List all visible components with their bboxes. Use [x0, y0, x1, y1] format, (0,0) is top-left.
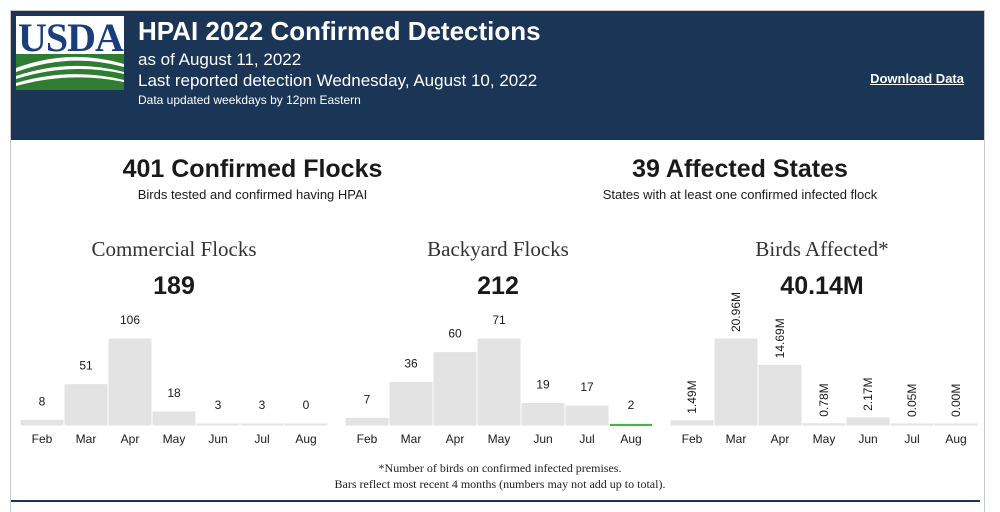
- bar-aug: [933, 422, 979, 427]
- commercial-total: 189: [153, 272, 195, 300]
- bar-feb: [19, 418, 65, 427]
- kpi-flocks-headline: 401 Confirmed Flocks: [122, 155, 383, 183]
- data-label-may: 0.78M: [817, 383, 831, 416]
- data-label-apr: 60: [448, 327, 462, 341]
- month-label-mar: Mar: [726, 432, 747, 446]
- data-label-aug: 0: [303, 398, 310, 412]
- month-label-aug: Aug: [620, 432, 641, 446]
- footnote-bars: Bars reflect most recent 4 months (numbe…: [334, 477, 666, 491]
- month-label-may: May: [813, 432, 836, 446]
- kpi-affected-states: 39 Affected States States with at least …: [570, 155, 910, 202]
- kpi-states-headline: 39 Affected States: [632, 155, 848, 183]
- as-of-date: as of August 11, 2022: [138, 50, 302, 69]
- data-label-apr: 14.69M: [773, 318, 787, 358]
- bar-jul: [564, 404, 610, 427]
- bar-highlight-aug: [610, 424, 652, 426]
- data-label-jun: 2.17M: [861, 378, 875, 411]
- bar-apr: [757, 363, 803, 427]
- bar-mar: [63, 383, 109, 427]
- bar-aug: [283, 422, 329, 427]
- month-label-feb: Feb: [32, 432, 53, 446]
- data-label-mar: 51: [79, 359, 93, 373]
- month-label-aug: Aug: [945, 432, 966, 446]
- data-label-may: 18: [167, 386, 181, 400]
- month-label-jun: Jun: [533, 432, 552, 446]
- last-reported-detection: Last reported detection Wednesday, Augus…: [138, 71, 538, 90]
- bar-feb: [669, 419, 715, 427]
- bar-jun: [195, 422, 241, 427]
- data-label-mar: 20.96M: [729, 292, 743, 332]
- data-label-feb: 1.49M: [685, 380, 699, 413]
- data-label-jun: 3: [215, 398, 222, 412]
- data-label-aug: 2: [628, 398, 635, 412]
- backyard-flocks-chart: 7 Feb 36 Mar 60 Apr 71 May 19 Jun 17 Jul 2 Aug: [344, 313, 654, 446]
- bar-mar: [388, 380, 434, 427]
- update-schedule-note: Data updated weekdays by 12pm Eastern: [138, 93, 361, 107]
- bar-jul: [239, 422, 285, 427]
- logo-field-graphic: [16, 54, 124, 90]
- data-label-jul: 0.05M: [905, 384, 919, 417]
- month-label-mar: Mar: [76, 432, 97, 446]
- backyard-total: 212: [477, 272, 519, 300]
- data-label-jun: 19: [536, 377, 550, 391]
- month-label-mar: Mar: [401, 432, 422, 446]
- data-label-feb: 8: [39, 394, 46, 408]
- month-label-apr: Apr: [446, 432, 465, 446]
- month-label-jul: Jul: [579, 432, 594, 446]
- month-label-jul: Jul: [904, 432, 919, 446]
- bar-apr: [432, 351, 478, 427]
- month-label-apr: Apr: [121, 432, 140, 446]
- month-label-feb: Feb: [682, 432, 703, 446]
- bar-jul: [889, 422, 935, 427]
- birds-chart-title: Birds Affected*: [755, 237, 889, 261]
- month-label-may: May: [488, 432, 511, 446]
- bar-may: [801, 422, 847, 427]
- page-title: HPAI 2022 Confirmed Detections: [138, 16, 541, 46]
- bar-mar: [713, 337, 759, 427]
- kpi-states-subtitle: States with at least one confirmed infec…: [602, 187, 878, 202]
- bar-jun: [520, 401, 566, 427]
- month-label-feb: Feb: [357, 432, 378, 446]
- bar-jun: [845, 416, 891, 427]
- data-label-jul: 3: [259, 398, 266, 412]
- month-label-jun: Jun: [858, 432, 877, 446]
- month-label-apr: Apr: [771, 432, 790, 446]
- data-label-apr: 106: [120, 313, 140, 327]
- bottom-divider: [11, 500, 980, 502]
- usda-logo: USDA: [16, 15, 124, 90]
- data-label-mar: 36: [404, 356, 418, 370]
- data-label-jul: 17: [580, 380, 594, 394]
- month-label-jun: Jun: [208, 432, 227, 446]
- commercial-flocks-chart: 8 Feb 51 Mar 106 Apr 18 May 3 Jun 3 Jul 0 Aug: [19, 313, 329, 446]
- kpi-confirmed-flocks: 401 Confirmed Flocks Birds tested and co…: [100, 155, 405, 202]
- bar-may: [151, 410, 197, 427]
- kpi-flocks-subtitle: Birds tested and confirmed having HPAI: [137, 187, 368, 202]
- data-label-feb: 7: [364, 392, 371, 406]
- month-label-aug: Aug: [295, 432, 316, 446]
- birds-total: 40.14M: [780, 272, 864, 300]
- data-label-may: 71: [492, 313, 506, 327]
- month-label-jul: Jul: [254, 432, 269, 446]
- commercial-chart-title: Commercial Flocks: [91, 237, 257, 261]
- footnote-birds: *Number of birds on confirmed infected p…: [378, 461, 622, 475]
- month-label-may: May: [163, 432, 186, 446]
- bar-apr: [107, 337, 153, 427]
- logo-text: USDA: [18, 15, 124, 60]
- birds-affected-chart: 1.49M Feb 20.96M Mar 14.69M Apr 0.78M May 2.17M J…: [669, 292, 979, 446]
- data-label-aug: 0.00M: [949, 384, 963, 417]
- bar-may: [476, 337, 522, 427]
- backyard-chart-title: Backyard Flocks: [427, 237, 569, 261]
- download-data-link[interactable]: Download Data: [870, 71, 964, 86]
- bar-feb: [344, 416, 390, 427]
- dashboard-frame: [10, 10, 985, 512]
- page-header: [11, 11, 984, 140]
